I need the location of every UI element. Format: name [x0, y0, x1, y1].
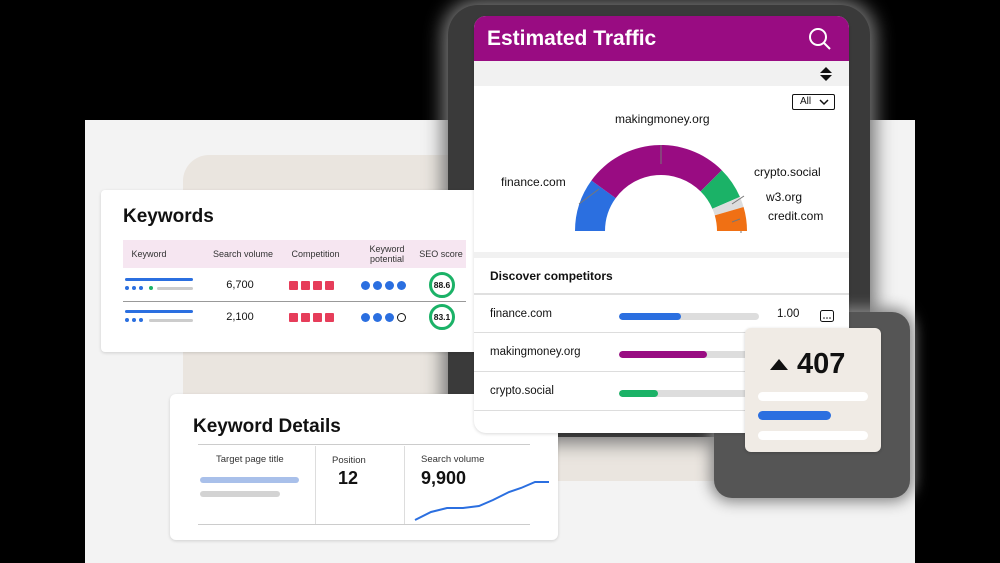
competition-square — [289, 281, 298, 290]
potential-dot — [385, 313, 394, 322]
competitor-name: finance.com — [490, 308, 553, 320]
dot — [139, 286, 143, 290]
header-keyword-potential: Keyword potential — [369, 244, 405, 264]
target-page-label: Target page title — [216, 454, 284, 465]
position-label: Position — [332, 455, 366, 466]
traffic-header: Estimated Traffic — [474, 16, 849, 61]
seo-score-badge: 83.1 — [429, 304, 455, 330]
dot — [149, 286, 153, 290]
keyword-details-card: Keyword Details Target page title Positi… — [170, 394, 558, 540]
potential-dot — [361, 281, 370, 290]
competition-square — [313, 281, 322, 290]
competitor-bar — [619, 390, 759, 397]
search-volume-value: 9,900 — [421, 468, 467, 488]
competitor-row[interactable]: crypto.social — [474, 371, 849, 410]
traffic-donut-chart — [575, 145, 747, 233]
metric-placeholder — [758, 392, 868, 401]
competition-square — [289, 313, 298, 322]
seo-score-badge: 88.6 — [429, 272, 455, 298]
traffic-toolbar — [474, 61, 849, 86]
donut-label: w3.org — [766, 190, 803, 204]
divider — [315, 446, 316, 524]
search-volume-value: 6,700 — [226, 279, 254, 291]
metric-value: 407 — [797, 348, 846, 380]
keyword-placeholder — [125, 310, 193, 313]
donut-segment — [591, 145, 722, 199]
volume-trend-line — [414, 481, 549, 521]
bar — [149, 319, 193, 322]
search-icon[interactable] — [808, 27, 832, 51]
competitor-bar — [619, 313, 759, 320]
search-volume-label: Search volume — [421, 454, 485, 465]
keywords-title: Keywords — [123, 206, 214, 227]
dot — [125, 286, 129, 290]
potential-dot — [385, 281, 394, 290]
header-seo-score: SEO score — [419, 249, 463, 259]
bar — [157, 287, 193, 290]
divider — [198, 524, 530, 525]
donut-label: crypto.social — [754, 165, 821, 179]
competition-square — [313, 313, 322, 322]
target-title-placeholder — [200, 477, 299, 483]
filter-dropdown[interactable]: All — [792, 94, 835, 110]
potential-dot — [361, 313, 370, 322]
potential-dot — [397, 281, 406, 290]
donut-leader-line — [731, 218, 741, 223]
target-title-placeholder — [200, 491, 280, 497]
competition-square — [301, 313, 310, 322]
search-volume-value: 2,100 — [226, 311, 254, 323]
divider — [198, 444, 530, 445]
competition-square — [325, 281, 334, 290]
potential-dot — [373, 281, 382, 290]
discover-title: Discover competitors — [490, 269, 613, 283]
competitor-bar-fill — [619, 390, 659, 397]
donut-label: makingmoney.org — [615, 112, 710, 126]
traffic-title: Estimated Traffic — [487, 27, 657, 50]
competition-square — [301, 281, 310, 290]
competitor-row[interactable]: finance.com 1.00 — [474, 293, 849, 332]
header-keyword: Keyword — [131, 249, 167, 259]
dot — [132, 286, 136, 290]
competition-square — [325, 313, 334, 322]
competitor-bar-fill — [619, 351, 708, 358]
dot — [132, 318, 136, 322]
chevron-down-icon — [819, 99, 829, 106]
sort-icon[interactable] — [820, 67, 832, 81]
donut-label: credit.com — [768, 209, 824, 223]
keyword-details-title: Keyword Details — [193, 416, 341, 437]
filter-value: All — [800, 96, 812, 107]
donut-segment — [714, 207, 747, 231]
donut-leader-line — [731, 195, 745, 205]
header-competition: Competition — [291, 249, 340, 259]
dot — [139, 318, 143, 322]
competitor-bar-fill — [619, 313, 681, 320]
donut-segment — [700, 170, 740, 209]
competitor-bar — [619, 351, 759, 358]
arrow-up-icon — [770, 359, 788, 370]
dot — [125, 318, 129, 322]
position-value: 12 — [338, 468, 359, 488]
potential-dot-empty — [397, 313, 406, 322]
keywords-card: Keywords Keyword Search volume Competiti… — [101, 190, 481, 352]
keyword-placeholder — [125, 278, 193, 281]
table-row[interactable]: 6,700 88.6 — [123, 270, 466, 302]
metric-placeholder-bar — [758, 411, 831, 420]
competitor-value: 1.00 — [777, 308, 800, 320]
divider — [404, 446, 405, 524]
competitor-name: makingmoney.org — [490, 346, 581, 358]
competitor-row[interactable]: makingmoney.org — [474, 332, 849, 371]
competitor-name: crypto.social — [490, 385, 554, 397]
table-row[interactable]: 2,100 83.1 — [123, 302, 466, 334]
donut-leader-line — [578, 188, 600, 205]
header-search-volume: Search volume — [212, 249, 274, 259]
more-icon[interactable] — [820, 310, 834, 322]
potential-dot — [373, 313, 382, 322]
metric-placeholder — [758, 431, 868, 440]
keywords-table-header: Keyword Search volume Competition Keywor… — [123, 240, 466, 268]
donut-segment — [575, 180, 616, 231]
competitor-row-empty — [474, 410, 849, 433]
metric-card: 407 — [745, 328, 881, 452]
divider — [474, 252, 849, 258]
donut-label: finance.com — [501, 175, 566, 189]
